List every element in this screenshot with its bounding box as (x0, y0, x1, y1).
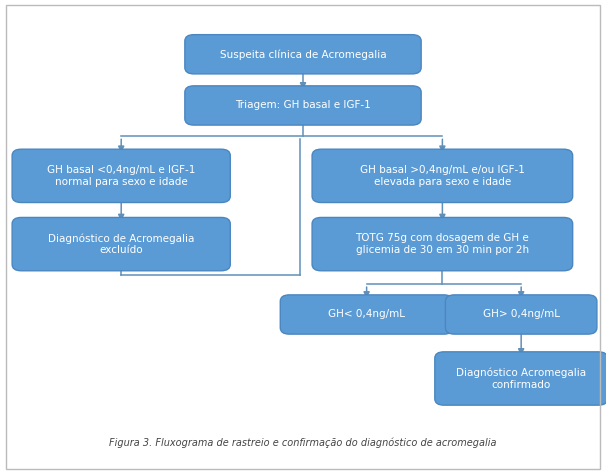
Text: GH basal >0,4ng/mL e/ou IGF-1
elevada para sexo e idade: GH basal >0,4ng/mL e/ou IGF-1 elevada pa… (360, 165, 525, 187)
FancyBboxPatch shape (185, 86, 421, 125)
Text: Triagem: GH basal e IGF-1: Triagem: GH basal e IGF-1 (235, 100, 371, 110)
Text: GH> 0,4ng/mL: GH> 0,4ng/mL (482, 310, 560, 319)
FancyBboxPatch shape (12, 218, 230, 271)
FancyBboxPatch shape (280, 295, 453, 334)
FancyBboxPatch shape (12, 149, 230, 202)
Text: Diagnóstico Acromegalia
confirmado: Diagnóstico Acromegalia confirmado (456, 367, 586, 390)
FancyBboxPatch shape (445, 295, 597, 334)
FancyBboxPatch shape (435, 352, 606, 405)
Text: TOTG 75g com dosagem de GH e
glicemia de 30 em 30 min por 2h: TOTG 75g com dosagem de GH e glicemia de… (356, 233, 529, 255)
Text: GH< 0,4ng/mL: GH< 0,4ng/mL (328, 310, 405, 319)
Text: GH basal <0,4ng/mL e IGF-1
normal para sexo e idade: GH basal <0,4ng/mL e IGF-1 normal para s… (47, 165, 195, 187)
Text: Figura 3. Fluxograma de rastreio e confirmação do diagnóstico de acromegalia: Figura 3. Fluxograma de rastreio e confi… (109, 438, 497, 448)
FancyBboxPatch shape (312, 218, 573, 271)
Text: Diagnóstico de Acromegalia
excluído: Diagnóstico de Acromegalia excluído (48, 233, 195, 255)
FancyBboxPatch shape (185, 35, 421, 74)
FancyBboxPatch shape (312, 149, 573, 202)
Text: Suspeita clínica de Acromegalia: Suspeita clínica de Acromegalia (220, 49, 386, 60)
